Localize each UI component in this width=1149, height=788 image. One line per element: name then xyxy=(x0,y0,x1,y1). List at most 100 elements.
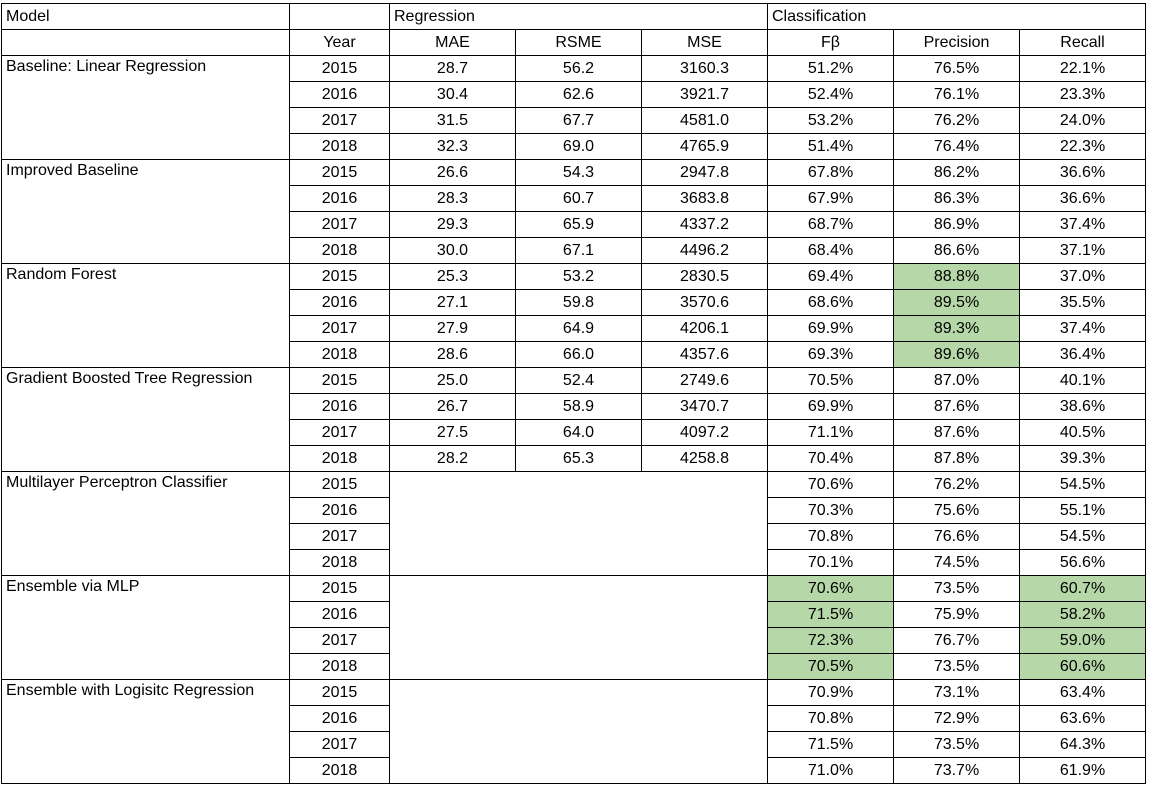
rsme-cell: 58.9 xyxy=(515,393,642,420)
model-name-cell: Improved Baseline xyxy=(1,159,290,264)
mse-cell: 2749.6 xyxy=(641,367,768,394)
recall-cell: 54.5% xyxy=(1019,471,1146,498)
header-year: Year xyxy=(289,29,390,56)
year-cell: 2017 xyxy=(289,627,390,654)
precision-cell: 76.6% xyxy=(893,523,1020,550)
mae-cell: 31.5 xyxy=(389,107,516,134)
precision-cell: 89.5% xyxy=(893,289,1020,316)
year-cell: 2015 xyxy=(289,679,390,706)
recall-cell: 36.4% xyxy=(1019,341,1146,368)
table-row: 2017 27.5 64.0 4097.2 71.1% 87.6% 40.5% xyxy=(2,419,1146,446)
regression-empty-cell xyxy=(389,471,768,576)
precision-cell: 73.5% xyxy=(893,575,1020,602)
mse-cell: 4496.2 xyxy=(641,237,768,264)
recall-cell: 63.4% xyxy=(1019,679,1146,706)
table-row: Ensemble via MLP 2015 70.6% 73.5% 60.7% xyxy=(1,575,1146,680)
precision-cell: 72.9% xyxy=(893,705,1020,732)
year-cell: 2017 xyxy=(289,315,390,342)
mse-cell: 2947.8 xyxy=(641,159,768,186)
year-cell: 2016 xyxy=(289,705,390,732)
table-row: 2018 71.0% 73.7% 61.9% xyxy=(2,757,1146,784)
year-cell: 2018 xyxy=(289,549,390,576)
mse-cell: 3570.6 xyxy=(641,289,768,316)
year-cell: 2017 xyxy=(289,211,390,238)
precision-cell: 76.5% xyxy=(893,55,1020,82)
mse-cell: 3921.7 xyxy=(641,81,768,108)
precision-cell: 73.7% xyxy=(893,757,1020,784)
rsme-cell: 65.9 xyxy=(515,211,642,238)
mse-cell: 4765.9 xyxy=(641,133,768,160)
recall-cell: 38.6% xyxy=(1019,393,1146,420)
mae-cell: 28.7 xyxy=(389,55,516,82)
model-name-cell: Random Forest xyxy=(1,263,290,368)
recall-cell: 37.4% xyxy=(1019,211,1146,238)
fbeta-cell: 70.6% xyxy=(767,575,894,602)
table-row: Ensemble with Logisitc Regression 2015 70.… xyxy=(1,679,1146,784)
header-classification: Classification xyxy=(767,3,1146,30)
mse-cell: 4097.2 xyxy=(641,419,768,446)
model-name-cell: Baseline: Linear Regression xyxy=(1,55,290,160)
recall-cell: 60.7% xyxy=(1019,575,1146,602)
mse-cell: 4581.0 xyxy=(641,107,768,134)
precision-cell: 73.5% xyxy=(893,653,1020,680)
precision-cell: 76.2% xyxy=(893,471,1020,498)
recall-cell: 36.6% xyxy=(1019,159,1146,186)
precision-cell: 87.6% xyxy=(893,393,1020,420)
fbeta-cell: 68.7% xyxy=(767,211,894,238)
header-blank xyxy=(289,3,390,30)
table-row: 2017 70.8% 76.6% 54.5% xyxy=(2,523,1146,550)
fbeta-cell: 69.3% xyxy=(767,341,894,368)
mae-cell: 27.5 xyxy=(389,419,516,446)
recall-cell: 64.3% xyxy=(1019,731,1146,758)
recall-cell: 55.1% xyxy=(1019,497,1146,524)
recall-cell: 56.6% xyxy=(1019,549,1146,576)
fbeta-cell: 71.5% xyxy=(767,601,894,628)
year-cell: 2016 xyxy=(289,393,390,420)
rsme-cell: 65.3 xyxy=(515,445,642,472)
precision-cell: 86.9% xyxy=(893,211,1020,238)
precision-cell: 87.6% xyxy=(893,419,1020,446)
fbeta-cell: 71.0% xyxy=(767,757,894,784)
rsme-cell: 67.1 xyxy=(515,237,642,264)
table-row: 2016 70.8% 72.9% 63.6% xyxy=(2,705,1146,732)
fbeta-cell: 68.6% xyxy=(767,289,894,316)
rsme-cell: 64.9 xyxy=(515,315,642,342)
fbeta-cell: 51.2% xyxy=(767,55,894,82)
year-cell: 2017 xyxy=(289,107,390,134)
header-model: Model xyxy=(1,3,290,30)
recall-cell: 23.3% xyxy=(1019,81,1146,108)
year-cell: 2018 xyxy=(289,237,390,264)
mse-cell: 4357.6 xyxy=(641,341,768,368)
mae-cell: 32.3 xyxy=(389,133,516,160)
mae-cell: 30.0 xyxy=(389,237,516,264)
header-mae: MAE xyxy=(389,29,516,56)
table-row: Improved Baseline 2015 26.6 54.3 2947.8 67.8%… xyxy=(1,159,1146,264)
fbeta-cell: 70.8% xyxy=(767,705,894,732)
year-cell: 2018 xyxy=(289,653,390,680)
precision-cell: 73.1% xyxy=(893,679,1020,706)
recall-cell: 40.5% xyxy=(1019,419,1146,446)
year-cell: 2017 xyxy=(289,523,390,550)
rsme-cell: 60.7 xyxy=(515,185,642,212)
mse-cell: 3683.8 xyxy=(641,185,768,212)
precision-cell: 89.6% xyxy=(893,341,1020,368)
year-cell: 2018 xyxy=(289,757,390,784)
recall-cell: 36.6% xyxy=(1019,185,1146,212)
table-row: 2018 32.3 69.0 4765.9 51.4% 76.4% 22.3% xyxy=(2,133,1146,160)
precision-cell: 76.7% xyxy=(893,627,1020,654)
regression-empty-cell xyxy=(389,575,768,680)
fbeta-cell: 70.6% xyxy=(767,471,894,498)
mae-cell: 28.6 xyxy=(389,341,516,368)
rsme-cell: 52.4 xyxy=(515,367,642,394)
table-row: 2016 26.7 58.9 3470.7 69.9% 87.6% 38.6% xyxy=(2,393,1146,420)
rsme-cell: 59.8 xyxy=(515,289,642,316)
precision-cell: 86.6% xyxy=(893,237,1020,264)
year-cell: 2015 xyxy=(289,159,390,186)
rsme-cell: 66.0 xyxy=(515,341,642,368)
mse-cell: 4258.8 xyxy=(641,445,768,472)
recall-cell: 54.5% xyxy=(1019,523,1146,550)
year-cell: 2018 xyxy=(289,445,390,472)
precision-cell: 86.2% xyxy=(893,159,1020,186)
fbeta-cell: 71.1% xyxy=(767,419,894,446)
recall-cell: 24.0% xyxy=(1019,107,1146,134)
